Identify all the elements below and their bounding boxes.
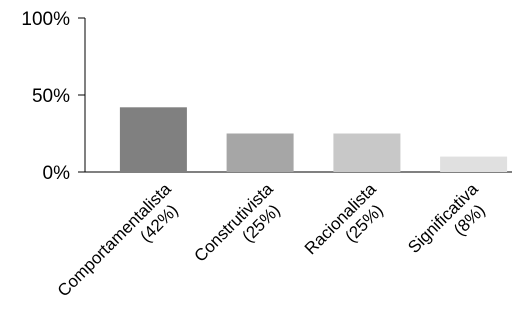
bar-comportamentalista [119,107,187,172]
bars-group [119,107,508,172]
y-tick-label-50: 50% [32,86,70,107]
bar-significativa [440,156,508,172]
bar-racionalista [333,133,401,172]
category-label-line1: Comportamentalista [54,179,175,300]
bar-construtivista [226,133,294,172]
category-label-comportamentalista: Comportamentalista (42%) [54,179,182,300]
category-label-significativa: Significativa (8%) [404,179,489,257]
category-label-racionalista: Racionalista (25%) [301,179,387,258]
y-tick-label-0: 0% [43,163,71,184]
y-tick-label-100: 100% [21,9,70,30]
y-axis: 0% 50% 100% [21,9,86,184]
category-label-construtivista: Construtivista (25%) [191,179,284,266]
